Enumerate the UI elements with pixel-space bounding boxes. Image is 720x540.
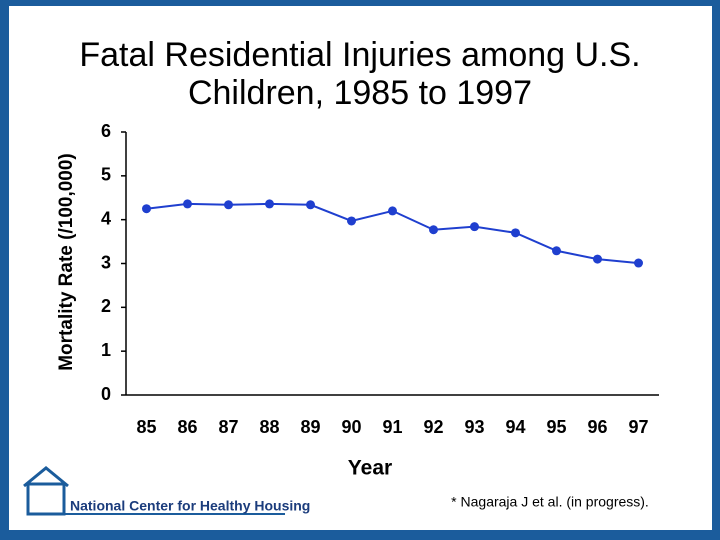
y-tick-label: 6 — [101, 121, 111, 141]
logo-text: National Center for Healthy Housing — [70, 498, 310, 514]
data-point — [224, 200, 233, 210]
data-point — [347, 216, 356, 226]
y-tick-label: 2 — [101, 296, 111, 316]
x-tick-label: 95 — [546, 417, 566, 437]
data-point — [429, 225, 438, 235]
y-tick-label: 5 — [101, 165, 111, 185]
y-tick-label: 0 — [101, 384, 111, 404]
data-point — [183, 199, 192, 209]
y-axis-label: Mortality Rate (/100,000) — [56, 153, 77, 371]
x-tick-label: 91 — [382, 417, 402, 437]
data-point — [634, 258, 643, 268]
x-tick-label: 92 — [423, 417, 443, 437]
data-point — [511, 228, 520, 238]
x-axis-label: Year — [348, 457, 392, 480]
data-point — [552, 246, 561, 256]
x-tick-label: 88 — [259, 417, 279, 437]
x-tick-label: 96 — [587, 417, 607, 437]
y-tick-label: 4 — [101, 208, 111, 228]
x-tick-label: 97 — [628, 417, 648, 437]
x-tick-label: 93 — [464, 417, 484, 437]
footnote: * Nagaraja J et al. (in progress). — [451, 494, 649, 510]
x-tick-label: 86 — [177, 417, 197, 437]
y-tick-label: 1 — [101, 340, 111, 360]
x-tick-label: 89 — [300, 417, 320, 437]
data-point — [142, 204, 151, 214]
x-tick-label: 85 — [136, 417, 156, 437]
chart-title: Fatal Residential Injuries among U.S. — [79, 36, 640, 74]
data-point — [388, 206, 397, 216]
x-tick-label: 87 — [218, 417, 238, 437]
chart-subtitle: Children, 1985 to 1997 — [188, 74, 532, 112]
data-point — [265, 199, 274, 209]
data-point — [470, 222, 479, 232]
logo: National Center for Healthy Housing — [23, 466, 310, 516]
logo-house — [26, 482, 66, 516]
x-tick-label: 94 — [505, 417, 525, 437]
logo-roof — [23, 466, 69, 488]
x-tick-label: 90 — [341, 417, 361, 437]
data-point — [306, 200, 315, 210]
y-tick-label: 3 — [101, 252, 111, 272]
data-point — [593, 254, 602, 264]
